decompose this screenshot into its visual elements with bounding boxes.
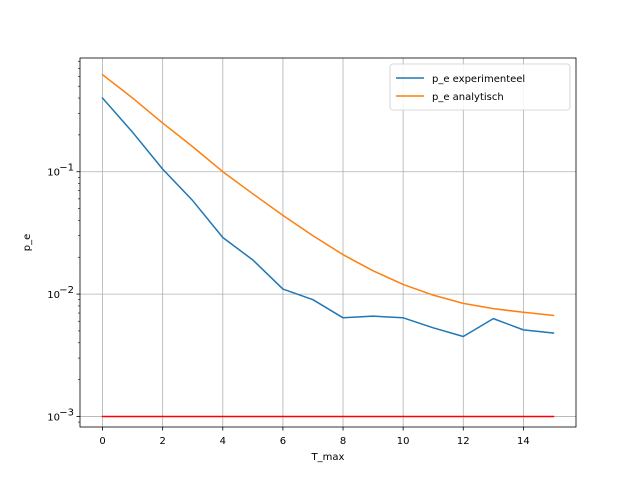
legend: p_e experimenteel p_e analytisch bbox=[389, 63, 571, 111]
y-tick-label: 10 bbox=[47, 290, 60, 301]
series-line-0 bbox=[101, 97, 555, 338]
x-tick-label: 4 bbox=[220, 436, 226, 447]
x-tick-label: 0 bbox=[99, 436, 105, 447]
legend-label: p_e analytisch bbox=[432, 92, 504, 103]
y-tick-label-exponent: −3 bbox=[59, 407, 74, 418]
y-tick-label-exponent: −1 bbox=[59, 163, 74, 174]
x-axis-label: T_max bbox=[311, 452, 345, 463]
x-tick-label: 2 bbox=[159, 436, 165, 447]
x-tick-label: 10 bbox=[397, 436, 410, 447]
x-tick-label: 12 bbox=[457, 436, 470, 447]
plot-frame bbox=[79, 57, 577, 428]
y-tick-label-exponent: −2 bbox=[59, 285, 74, 296]
y-axis-label: p_e bbox=[22, 234, 33, 252]
y-tick-label: 10 bbox=[47, 168, 60, 179]
series-line-1 bbox=[101, 73, 555, 317]
x-tick-label: 6 bbox=[280, 436, 286, 447]
legend-box bbox=[389, 63, 571, 111]
x-tick-label: 14 bbox=[517, 436, 530, 447]
y-tick-label: 10 bbox=[47, 412, 60, 423]
series-layer bbox=[101, 73, 555, 418]
x-tick-label: 8 bbox=[340, 436, 346, 447]
legend-label: p_e experimenteel bbox=[432, 74, 525, 85]
